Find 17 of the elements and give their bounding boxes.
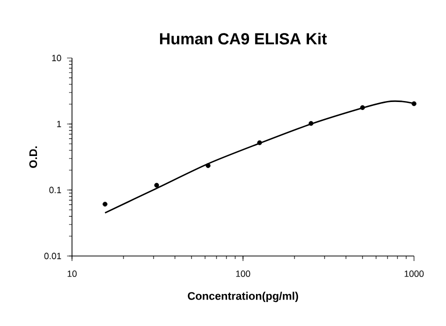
point bbox=[412, 101, 416, 106]
y-tick-label: 10 bbox=[52, 54, 62, 62]
point bbox=[206, 163, 210, 168]
chart-title: Human CA9 ELISA Kit bbox=[160, 32, 327, 44]
point bbox=[308, 121, 314, 126]
x-tick-label: 10 bbox=[68, 270, 77, 277]
point bbox=[360, 105, 365, 110]
y-axis-title: O.D. bbox=[29, 146, 38, 168]
x-tick-label: 100 bbox=[236, 270, 250, 277]
point bbox=[154, 182, 160, 188]
x-axis-title: Concentration(pg/ml) bbox=[188, 292, 298, 302]
y-tick-label: 1 bbox=[57, 120, 62, 128]
y-tick-label: 0.1 bbox=[49, 186, 62, 194]
x-tick-label: 1000 bbox=[404, 270, 424, 277]
y-tick-label: 0.01 bbox=[44, 252, 62, 260]
point bbox=[102, 202, 108, 207]
point bbox=[257, 140, 262, 146]
